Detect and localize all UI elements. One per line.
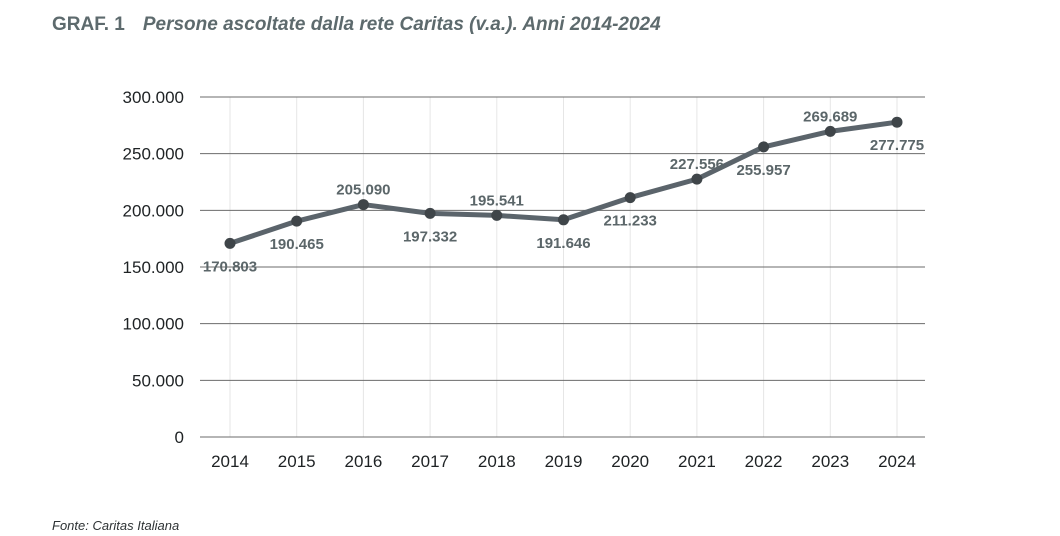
x-tick-label: 2020 [611, 452, 649, 471]
data-label-2015: 190.465 [270, 236, 324, 253]
data-point-2021 [691, 173, 703, 185]
y-tick-label: 250.000 [123, 145, 184, 164]
x-axis-ticks: 2014 2015 2016 2017 2018 2019 2020 2021 2022 2023… [211, 452, 916, 471]
source-note: Fonte: Caritas Italiana [52, 518, 180, 533]
y-tick-label: 150.000 [123, 258, 184, 277]
x-tick-label: 2017 [411, 452, 449, 471]
data-point-2014 [224, 237, 236, 249]
x-tick-label: 2023 [811, 452, 849, 471]
figure-number: GRAF. 1 [52, 14, 125, 35]
x-tick-label: 2018 [478, 452, 516, 471]
data-label-2020: 211.233 [603, 213, 656, 230]
y-tick-label: 300.000 [123, 88, 184, 107]
data-label-2021: 227.556 [670, 156, 724, 173]
x-tick-label: 2014 [211, 452, 249, 471]
series-line-group [224, 116, 903, 249]
data-point-2015 [291, 215, 303, 227]
data-label-2014: 170.803 [203, 258, 257, 275]
y-tick-label: 100.000 [123, 315, 184, 334]
data-point-2020 [624, 192, 636, 204]
x-tick-label: 2015 [278, 452, 316, 471]
data-label-2019: 191.646 [536, 235, 590, 252]
x-tick-label: 2016 [344, 452, 382, 471]
x-tick-label: 2024 [878, 452, 916, 471]
data-label-2018: 195.541 [470, 192, 524, 209]
chart-heading: GRAF. 1 Persone ascoltate dalla rete Cari… [52, 14, 661, 36]
data-point-2023 [824, 125, 836, 137]
y-tick-label: 200.000 [123, 201, 184, 220]
data-point-2024 [891, 116, 903, 128]
horizontal-gridlines [200, 96, 925, 438]
data-labels: 170.803 190.465 205.090 197.332 195.541 191.6… [203, 108, 924, 275]
data-label-2022: 255.957 [736, 162, 790, 179]
y-tick-label: 50.000 [132, 371, 184, 390]
y-tick-label: 0 [175, 428, 184, 447]
data-point-2022 [758, 141, 770, 153]
data-label-2017: 197.332 [403, 228, 457, 245]
x-tick-label: 2022 [745, 452, 783, 471]
data-point-2018 [491, 209, 503, 221]
x-tick-label: 2021 [678, 452, 716, 471]
data-label-2023: 269.689 [803, 108, 857, 125]
data-point-2016 [357, 199, 369, 211]
data-label-2024: 277.775 [870, 137, 924, 154]
chart-title: Persone ascoltate dalla rete Caritas (v.… [142, 14, 661, 35]
y-axis-ticks: 0 50.000 100.000 150.000 200.000 250.000 300.0… [123, 88, 184, 447]
data-label-2016: 205.090 [336, 182, 390, 199]
x-tick-label: 2019 [545, 452, 583, 471]
data-point-2019 [558, 214, 569, 226]
data-point-2017 [424, 207, 436, 219]
